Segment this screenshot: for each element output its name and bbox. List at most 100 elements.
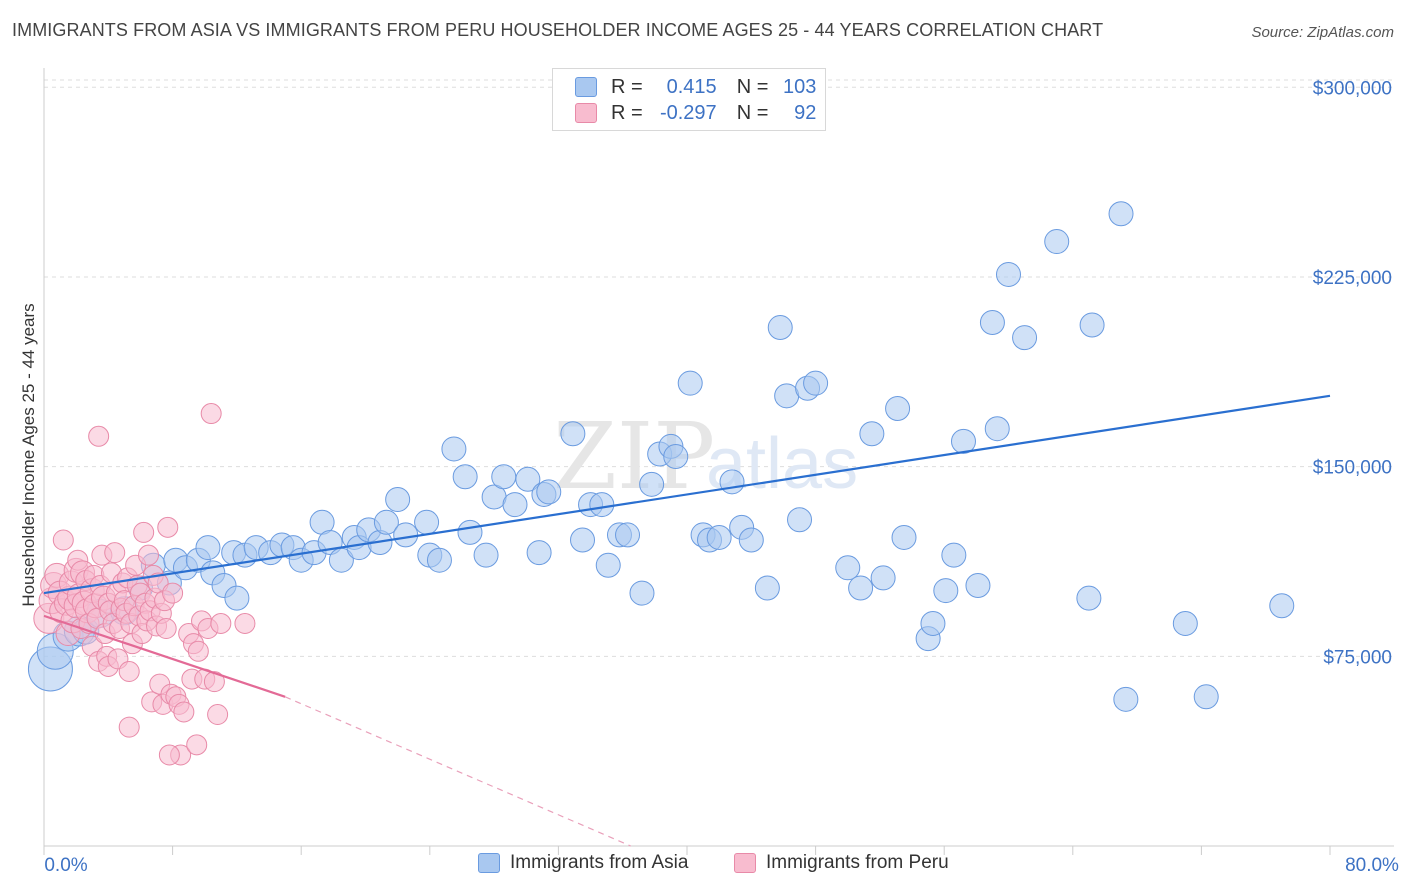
peru-point: [173, 701, 195, 723]
asia-point: [1113, 686, 1139, 712]
legend-n-value: 92: [794, 101, 817, 124]
asia-point: [885, 395, 911, 421]
legend-swatch-asia: [478, 853, 500, 873]
axes: [43, 68, 1394, 855]
asia-point: [1076, 585, 1102, 611]
asia-point: [663, 444, 689, 470]
asia-point: [933, 578, 959, 604]
peru-point: [118, 660, 140, 682]
peru-point: [234, 612, 256, 634]
asia-point: [1012, 325, 1038, 351]
asia-point: [385, 487, 411, 513]
asia-point: [941, 542, 967, 568]
asia-point: [1269, 593, 1295, 619]
peru-point: [52, 529, 74, 551]
legend-swatch-peru: [575, 103, 597, 123]
asia-point: [979, 309, 1005, 335]
legend-stats-row-asia: R = 0.415 N = 103: [575, 75, 816, 99]
asia-point: [457, 519, 483, 545]
y-tick-label: $300,000: [1313, 78, 1392, 99]
legend-r-value: 0.415: [666, 75, 717, 98]
asia-point: [719, 469, 745, 495]
asia-point: [615, 522, 641, 548]
asia-point: [426, 547, 452, 573]
asia-point: [491, 464, 517, 490]
series-asia: [27, 201, 1295, 712]
asia-point: [1044, 229, 1070, 255]
legend-n-label: N =: [736, 75, 769, 98]
asia-point: [629, 580, 655, 606]
asia-point: [754, 575, 780, 601]
x-tick-label: 80.0%: [1345, 855, 1399, 876]
asia-point: [965, 573, 991, 599]
peru-point: [157, 516, 179, 538]
asia-point: [950, 428, 976, 454]
legend-label-asia: Immigrants from Asia: [510, 852, 689, 873]
asia-point: [859, 421, 885, 447]
asia-point: [570, 527, 596, 553]
asia-point: [891, 524, 917, 550]
legend-r-label: R =: [611, 75, 643, 98]
peru-point: [133, 521, 155, 543]
asia-point: [738, 527, 764, 553]
legend-n-label: N =: [736, 101, 769, 124]
legend-swatch-peru: [734, 853, 756, 873]
legend-item-peru: Immigrants from Peru: [734, 852, 949, 874]
chart-title: IMMIGRANTS FROM ASIA VS IMMIGRANTS FROM …: [12, 20, 1104, 40]
legend-r-value: -0.297: [659, 101, 717, 124]
asia-point: [835, 555, 861, 581]
asia-point: [996, 261, 1021, 287]
asia-point: [595, 552, 621, 578]
asia-point: [767, 315, 793, 341]
asia-point: [1172, 610, 1198, 636]
asia-point: [706, 524, 732, 550]
trend-line-asia: [43, 394, 1331, 595]
legend-swatch-asia: [575, 77, 597, 97]
asia-point: [536, 479, 562, 505]
trend-line-peru-extension: [284, 696, 631, 847]
peru-point: [186, 734, 208, 756]
grid-lines: [44, 79, 1394, 657]
peru-point: [158, 744, 180, 766]
asia-point: [848, 575, 874, 601]
y-axis-label: Householder Income Ages 25 - 44 years: [19, 303, 38, 606]
asia-point: [560, 421, 586, 447]
y-tick-label: $225,000: [1313, 268, 1392, 289]
legend-r-label: R =: [611, 101, 643, 124]
asia-point: [1079, 312, 1105, 338]
legend-label-peru: Immigrants from Peru: [766, 852, 949, 873]
trend-lines: [43, 394, 1331, 847]
asia-point: [1193, 684, 1219, 710]
asia-point: [224, 585, 250, 611]
peru-point: [207, 703, 229, 725]
asia-point: [803, 370, 829, 396]
asia-point: [393, 522, 419, 548]
peru-point: [200, 403, 222, 425]
y-tick-label: $150,000: [1313, 458, 1392, 479]
legend-stats-row-peru: R = -0.297 N = 92: [575, 101, 816, 125]
peru-point: [187, 640, 209, 662]
series-peru: [33, 403, 256, 766]
asia-point: [774, 383, 800, 409]
peru-point: [104, 542, 126, 564]
asia-point: [639, 471, 665, 497]
asia-point: [473, 542, 499, 568]
x-tick-label: 0.0%: [44, 855, 87, 876]
asia-point: [589, 492, 615, 518]
asia-point: [870, 565, 896, 591]
asia-point: [502, 492, 528, 518]
asia-point: [677, 370, 703, 396]
peru-point: [155, 618, 177, 640]
asia-point: [526, 540, 552, 566]
peru-point: [210, 612, 232, 634]
peru-point: [162, 582, 184, 604]
asia-point: [373, 509, 399, 535]
asia-point: [441, 436, 467, 462]
asia-point: [920, 610, 946, 636]
asia-point: [515, 466, 541, 492]
asia-point: [414, 509, 440, 535]
chart-source: Source: ZipAtlas.com: [1251, 24, 1394, 41]
peru-point: [88, 425, 110, 447]
legend-n-value: 103: [783, 75, 817, 98]
